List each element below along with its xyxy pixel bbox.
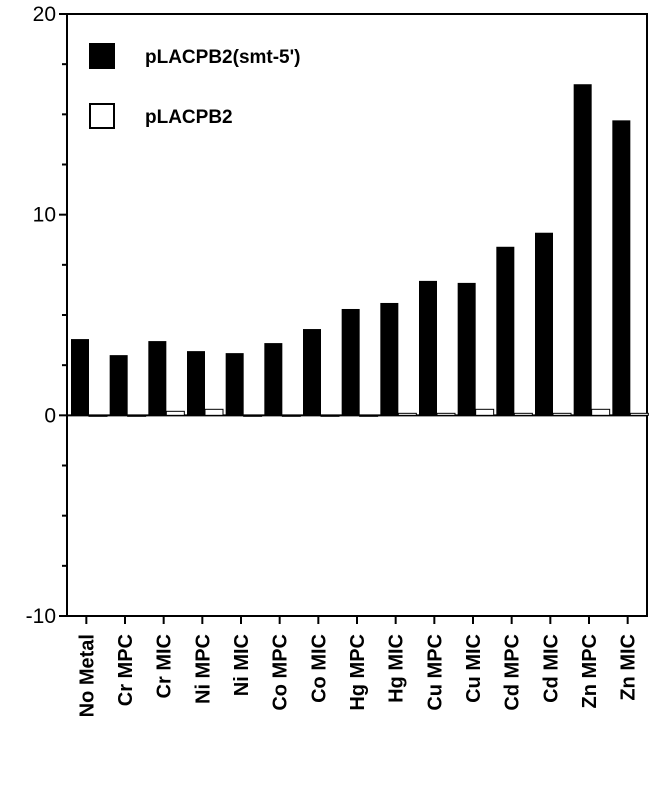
legend: pLACPB2(smt-5') pLACPB2	[89, 43, 300, 129]
bar-series-2	[475, 408, 495, 416]
x-category-label: Cd MPC	[502, 634, 524, 711]
y-tick-label: -10	[26, 605, 56, 628]
bar-series-1	[612, 120, 631, 416]
bar-series-1	[303, 329, 321, 416]
legend-swatch	[89, 43, 115, 69]
bar-series-2	[436, 412, 456, 416]
bar-series-1	[573, 84, 592, 416]
bar-series-2	[513, 412, 533, 416]
y-tick-label: 20	[33, 3, 56, 26]
x-category-label: Ni MPC	[192, 634, 214, 704]
bar-series-2	[243, 414, 263, 417]
bar-series-1	[535, 232, 553, 416]
bar-series-1	[496, 246, 515, 416]
bar-series-1	[419, 280, 437, 416]
legend-swatch	[89, 103, 115, 129]
bar-series-2	[88, 414, 108, 417]
bar-series-2	[359, 414, 379, 417]
legend-label: pLACPB2	[145, 107, 233, 128]
x-category-label: Zn MPC	[579, 634, 601, 708]
bar-series-2	[397, 412, 417, 416]
bar-series-1	[187, 351, 205, 416]
bar-series-1	[148, 341, 167, 416]
bar-series-2	[629, 412, 649, 416]
legend-label: pLACPB2(smt-5')	[145, 47, 300, 68]
bar-series-2	[281, 414, 301, 417]
x-category-label: Cu MIC	[463, 634, 485, 703]
x-category-label: Hg MPC	[347, 634, 369, 711]
x-category-label: No Metal	[76, 634, 98, 717]
bar-series-1	[457, 282, 476, 416]
bar-series-1	[380, 302, 399, 416]
x-category-label: Cu MPC	[424, 634, 446, 711]
bar-series-2	[591, 408, 611, 416]
bar-series-1	[71, 339, 89, 416]
x-category-label: Ni MIC	[231, 634, 253, 696]
x-category-label: Zn MIC	[618, 634, 640, 701]
y-ticks: -10 0 10 20	[26, 3, 629, 628]
y-tick-label: 10	[33, 204, 56, 227]
bar-series-2	[204, 408, 224, 416]
x-category-label: Cr MIC	[154, 634, 176, 698]
x-category-label: Cr MPC	[115, 634, 137, 706]
bar-series-1	[341, 308, 360, 416]
x-category-label: Co MIC	[308, 634, 330, 703]
x-category-label: Cd MIC	[540, 634, 562, 703]
bar-series-1	[109, 355, 128, 416]
y-tick-label: 0	[44, 404, 56, 427]
bar-series-2	[552, 412, 572, 416]
bar-series-2	[165, 410, 185, 416]
bar-series-2	[320, 414, 340, 417]
bar-series-1	[225, 353, 244, 416]
bar-series-1	[264, 343, 283, 416]
bars	[71, 84, 649, 417]
bar-series-2	[127, 414, 147, 417]
x-category-labels: No Metal Cr MPC Cr MIC Ni MPC Ni MIC Co MPC Co…	[76, 634, 639, 717]
x-category-label: Co MPC	[270, 634, 292, 711]
x-category-label: Hg MIC	[386, 634, 408, 703]
